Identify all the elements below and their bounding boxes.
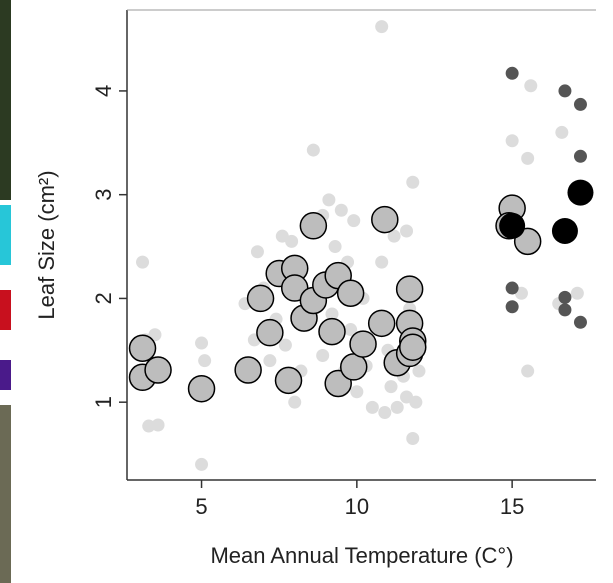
point	[390, 400, 404, 414]
point	[365, 400, 379, 414]
point	[387, 229, 401, 243]
photo-strip	[0, 290, 11, 330]
photo-strip	[0, 405, 11, 583]
point	[250, 245, 264, 259]
point	[347, 214, 361, 228]
point	[505, 66, 519, 80]
point	[344, 323, 358, 337]
point	[409, 395, 423, 409]
x-tick-label: 15	[500, 494, 524, 519]
point	[573, 97, 587, 111]
point	[285, 234, 299, 248]
point	[325, 307, 339, 321]
point	[187, 374, 216, 403]
point	[555, 125, 569, 139]
point	[195, 457, 209, 471]
point	[367, 309, 396, 338]
point	[400, 224, 414, 238]
point	[278, 338, 292, 352]
point	[524, 79, 538, 93]
y-axis-label: Leaf Size (cm²)	[34, 170, 59, 319]
point	[521, 364, 535, 378]
point	[558, 303, 572, 317]
point	[551, 217, 578, 244]
point	[136, 255, 150, 269]
point	[573, 315, 587, 329]
y-tick-label: 4	[91, 85, 116, 97]
point	[234, 356, 262, 384]
point	[384, 380, 398, 394]
point	[288, 395, 302, 409]
point	[349, 330, 377, 358]
point	[322, 193, 336, 207]
point	[336, 279, 365, 307]
point	[567, 179, 594, 206]
point	[371, 205, 399, 234]
point	[558, 290, 572, 304]
point	[395, 275, 424, 303]
point	[406, 175, 420, 189]
point	[318, 317, 346, 346]
point	[328, 240, 342, 254]
x-tick-label: 10	[345, 494, 369, 519]
point	[375, 20, 389, 34]
point	[505, 134, 519, 148]
point	[521, 151, 535, 165]
point	[151, 418, 165, 432]
point	[256, 318, 284, 347]
point	[558, 84, 572, 98]
point	[375, 255, 389, 269]
point	[299, 212, 328, 240]
point	[306, 143, 320, 157]
point	[505, 300, 519, 314]
y-tick-label: 2	[91, 292, 116, 304]
y-tick-label: 1	[91, 396, 116, 408]
point	[195, 336, 209, 350]
point	[144, 356, 172, 384]
y-tick-label: 3	[91, 189, 116, 201]
point	[350, 385, 364, 399]
point	[398, 333, 427, 361]
point	[316, 348, 330, 362]
photo-strip	[0, 360, 11, 390]
point	[378, 406, 392, 420]
point	[412, 364, 426, 378]
point	[334, 203, 348, 217]
point	[570, 286, 584, 300]
point	[128, 334, 157, 362]
point	[499, 212, 526, 239]
point	[573, 149, 587, 163]
point	[505, 281, 519, 295]
x-axis-label: Mean Annual Temperature (C°)	[210, 543, 513, 568]
point	[406, 431, 420, 445]
point	[263, 354, 277, 368]
photo-strip	[0, 0, 11, 200]
point	[198, 354, 212, 368]
point	[274, 366, 303, 395]
photo-strip	[0, 205, 11, 265]
x-tick-label: 5	[195, 494, 207, 519]
point	[246, 284, 275, 313]
